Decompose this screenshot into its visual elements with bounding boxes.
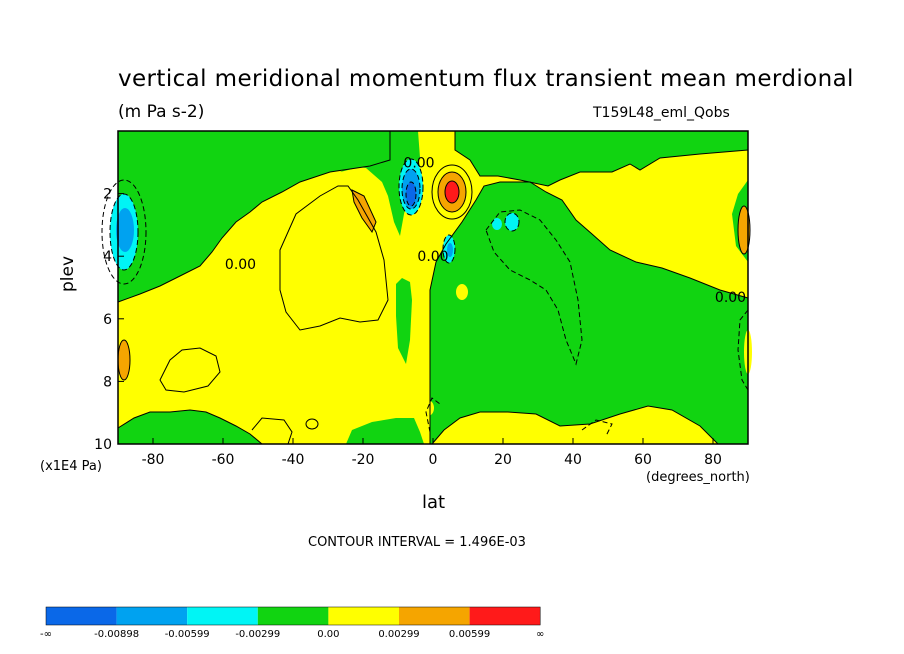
x-tick-label: 60 [634,452,652,468]
negative-region-strip [396,278,412,364]
colorbar-label: -0.00599 [165,629,210,640]
contour-line-negative [504,212,520,232]
colorbar-label: 0.00299 [378,629,419,640]
y-axis-unit: (x1E4 Pa) [40,459,102,474]
y-tick-label: 4 [103,249,112,265]
contour-value-label: 0.00 [715,290,746,306]
x-tick-label: -60 [212,452,235,468]
colorbar-label: -0.00299 [235,629,280,640]
contour-line [351,189,377,234]
colorbar-frame [45,606,541,626]
contour-line [305,418,319,430]
contour-line-negative [485,209,583,366]
negative-region-upper-nh [455,131,748,186]
x-tick-label: -80 [142,452,165,468]
x-tick-label: 20 [494,452,512,468]
contour-line-negative [101,179,147,285]
colorbar: -∞ -0.00898 -0.00599 -0.00299 0.00 0.00299 0.0… [40,606,544,640]
cyan-nh-spot-2 [492,218,502,230]
contour-value-label: 0.00 [225,257,256,273]
contour-line-negative [398,158,424,216]
colorbar-label: -0.00898 [94,629,139,640]
contour-lines [117,130,751,445]
x-tick-label: 40 [564,452,582,468]
orange-sh-low [118,340,130,380]
y-tick-label: 2 [103,187,112,203]
y-tick-label: 6 [103,312,112,328]
contour-line-negative [442,234,456,264]
contour-interval: CONTOUR INTERVAL = 1.496E-03 [308,535,526,550]
colorbar-swatch [187,607,258,625]
contour-line-negative [737,309,749,391]
contour-line-negative [581,419,613,437]
contour-line-negative [405,181,417,207]
cyan-nh-spot-1 [505,213,519,231]
contour-value-label: 0.00 [403,155,434,171]
colorbar-swatch [399,607,470,625]
chart-subtitle: T159L48_eml_Qobs [593,105,730,121]
dark-blue-eq-south [406,182,416,206]
x-tick-label: -40 [282,452,305,468]
colorbar-label: -∞ [40,629,52,640]
negative-region-sh-lowlevel-2 [346,418,424,444]
colorbar-swatch [328,607,399,625]
y-axis-ticks: 2 4 6 8 10 [94,187,124,453]
contour-line [279,185,389,331]
colorbar-swatch [116,607,188,625]
plot-area [101,130,752,445]
colorbar-label: 0.00599 [449,629,490,640]
colorbar-swatch [46,607,117,625]
chart-title: vertical meridional momentum flux transi… [118,66,854,92]
y-tick-label: 10 [94,437,112,453]
contour-line [117,130,391,303]
negative-region-main [118,131,390,302]
contour-labels: 0.00 0.00 0.00 0.00 [225,155,746,306]
orange-nh-edge [738,206,750,254]
contour-line [251,417,293,445]
contour-line [117,409,263,445]
negative-region-upper-mid [340,131,420,236]
contour-line [454,131,749,187]
x-axis-label: lat [422,492,446,513]
contour-line [737,205,751,255]
colorbar-label: ∞ [536,629,544,640]
x-axis-ticks: -80 -60 -40 -20 0 20 40 60 80 [142,438,722,468]
x-tick-label: -20 [352,452,375,468]
contour-line [437,171,467,213]
blue-sh-edge [116,208,134,252]
y-tick-label: 8 [103,374,112,390]
contour-line-negative [401,168,421,210]
x-tick-label: 0 [429,452,438,468]
contour-line [444,180,460,204]
contour-value-label: 0.00 [417,249,448,265]
colorbar-swatch [469,607,541,625]
positive-island-1 [456,284,468,300]
contour-line [431,405,748,445]
blue-eq-low [447,243,453,257]
red-eq-north [445,181,459,203]
colorbar-label: 0.00 [317,629,339,640]
contour-line [431,164,473,220]
colorbar-swatch [257,607,329,625]
x-tick-label: 80 [704,452,722,468]
chart-units: (m Pa s-2) [118,102,205,122]
contour-line [429,181,749,444]
contour-line-negative [425,397,441,433]
negative-region-sh-lowlevel [118,410,262,444]
negative-region-nh [430,182,748,444]
x-axis-unit: (degrees_north) [646,470,750,485]
contour-line [159,347,221,393]
